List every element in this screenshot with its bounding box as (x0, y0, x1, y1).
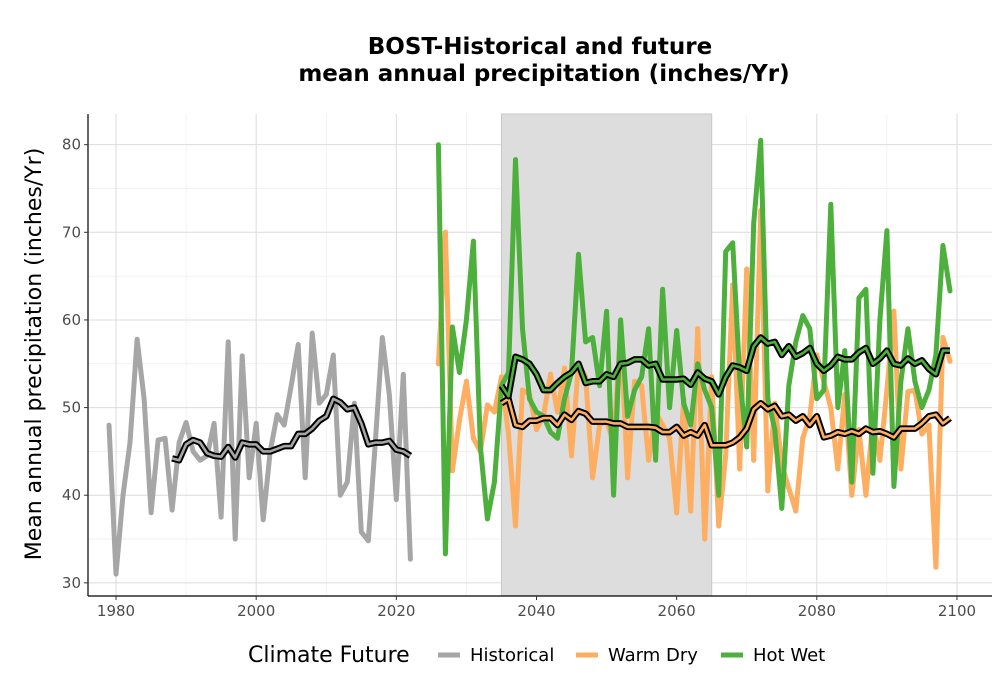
historical-line (106, 330, 413, 577)
x-tick-label: 2100 (938, 602, 976, 620)
y-tick-label: 50 (62, 399, 81, 417)
y-axis-ticks: 30 40 50 60 70 80 (62, 136, 88, 592)
y-tick-label: 30 (62, 574, 81, 592)
x-axis-ticks: 1980 2000 2020 2040 2060 2080 2100 (97, 596, 976, 620)
chart-title-line-2: mean annual precipitation (inches/Yr) (298, 61, 789, 87)
y-tick-label: 60 (62, 311, 81, 329)
legend-title: Climate Future (248, 643, 410, 668)
historical-smooth-line (171, 397, 412, 462)
x-tick-label: 2040 (517, 602, 555, 620)
x-tick-label: 2080 (798, 602, 836, 620)
warm-dry-line (435, 207, 953, 570)
x-tick-label: 2020 (377, 602, 415, 620)
series-layer (106, 137, 953, 577)
hot-wet-line (435, 137, 953, 557)
y-tick-label: 40 (62, 486, 81, 504)
x-tick-label: 2060 (658, 602, 696, 620)
y-tick-label: 80 (62, 136, 81, 154)
x-tick-label: 1980 (97, 602, 135, 620)
x-tick-label: 2000 (237, 602, 275, 620)
legend-label-historical: Historical (470, 645, 554, 666)
warm-dry-smooth-line (500, 397, 951, 447)
legend: Climate Future Historical Warm Dry Hot W… (248, 643, 825, 668)
chart-title-line-1: BOST-Historical and future (368, 34, 712, 60)
hot-wet-smooth-line (500, 336, 950, 398)
legend-label-warm-dry: Warm Dry (608, 645, 698, 666)
legend-label-hot-wet: Hot Wet (753, 645, 825, 666)
grid-lines (88, 114, 992, 596)
axes (87, 114, 992, 597)
y-axis-label: Mean annual precipitation (inches/Yr) (22, 148, 47, 561)
y-tick-label: 70 (62, 223, 81, 241)
